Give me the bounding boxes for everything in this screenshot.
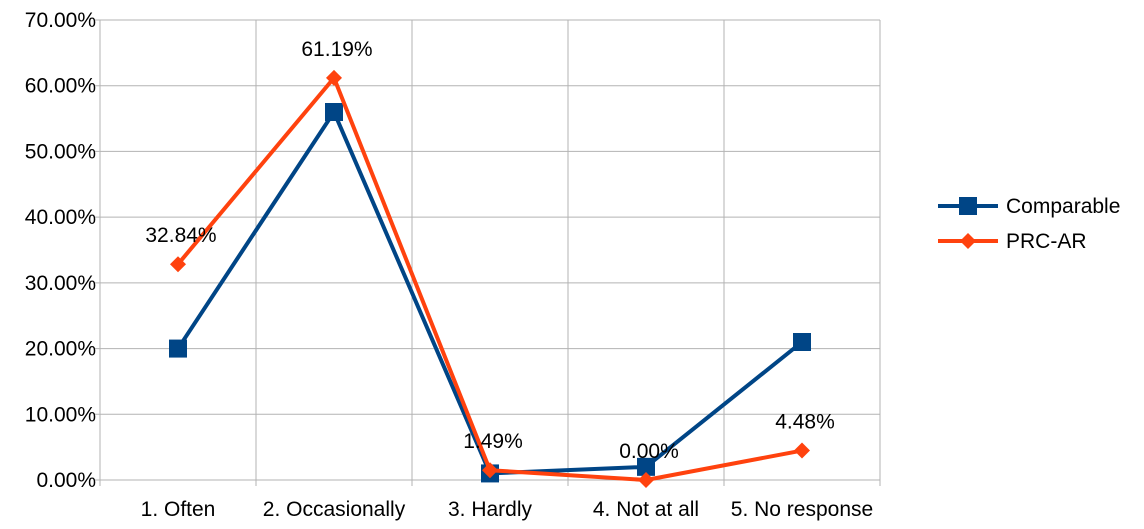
y-tick-label: 60.00% [25, 75, 96, 98]
gridlines [94, 19, 881, 486]
x-tick-label: 5. No response [731, 498, 873, 521]
x-tick-label: 1. Often [141, 498, 216, 521]
y-tick-label: 50.00% [25, 140, 96, 163]
data-point [794, 442, 810, 459]
legend-label: Comparable [1006, 195, 1120, 218]
data-point [482, 462, 498, 479]
y-tick-label: 30.00% [25, 272, 96, 295]
legend-label: PRC-AR [1006, 230, 1087, 253]
legend-marker [960, 233, 976, 249]
data-point [325, 103, 343, 121]
series-group [169, 69, 811, 488]
legend-marker [959, 197, 977, 215]
data-point [638, 472, 654, 488]
data-label: 0.00% [619, 440, 679, 463]
series-line-prc-ar [176, 75, 803, 482]
data-labels: 32.84% 61.19% 1.49% 0.00% 4.48% [145, 38, 834, 463]
data-point [169, 339, 187, 358]
y-tick-labels: 0.00% 10.00% 20.00% 30.00% 40.00% 50.00% 60.00… [25, 9, 96, 492]
x-tick-label: 3. Hardly [448, 498, 533, 521]
data-label: 4.48% [775, 411, 835, 434]
y-tick-label: 0.00% [36, 469, 96, 492]
y-tick-label: 20.00% [25, 338, 96, 361]
data-point [170, 256, 186, 273]
data-point [326, 69, 342, 86]
legend: Comparable PRC-AR [938, 195, 1120, 253]
y-tick-label: 40.00% [25, 206, 96, 229]
x-tick-labels: 1. Often 2. Occasionally 3. Hardly 4. Not a… [141, 498, 874, 521]
x-tick-label: 4. Not at all [593, 498, 699, 521]
y-tick-label: 10.00% [25, 403, 96, 426]
y-tick-label: 70.00% [25, 9, 96, 32]
series-line-comparable [176, 110, 804, 476]
data-label: 32.84% [145, 224, 216, 247]
axes [99, 20, 880, 481]
data-label: 61.19% [301, 38, 372, 61]
data-point [793, 333, 811, 351]
data-label: 1.49% [463, 430, 523, 453]
x-tick-label: 2. Occasionally [263, 498, 406, 521]
data-point [637, 457, 655, 476]
